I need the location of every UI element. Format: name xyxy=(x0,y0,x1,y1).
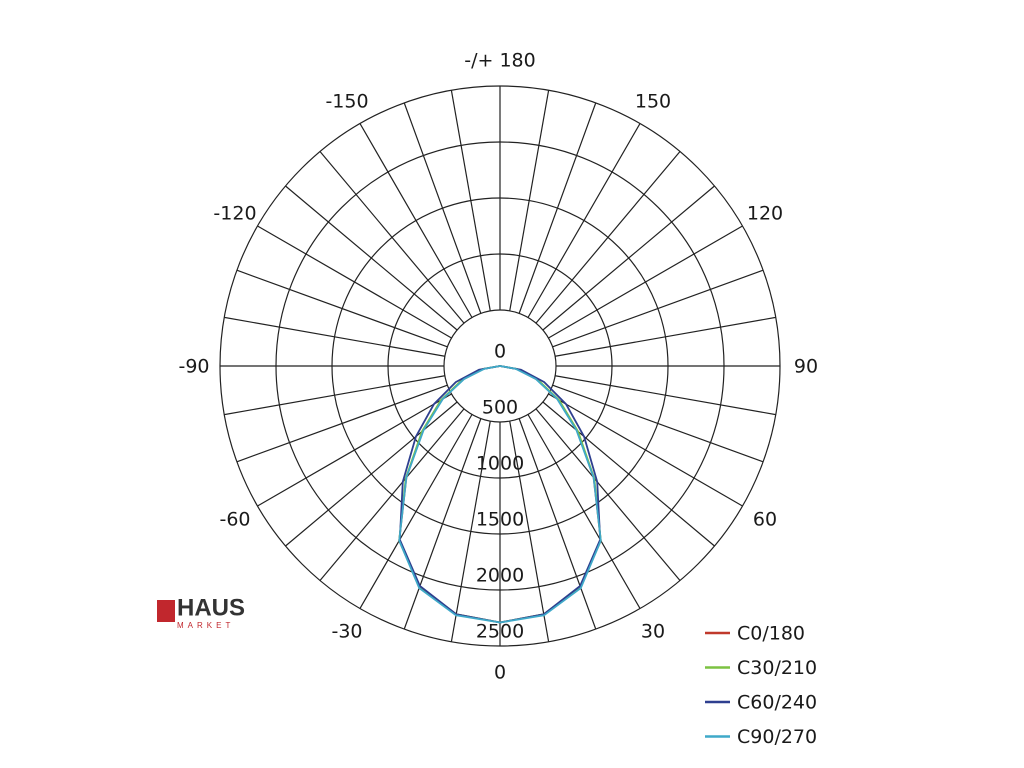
grid-spoke xyxy=(224,316,445,357)
r-tick-label: 0 xyxy=(494,341,506,363)
grid-spoke xyxy=(527,123,641,318)
grid-spoke xyxy=(285,185,458,331)
theta-tick-label: -90 xyxy=(178,356,209,378)
legend-label: C90/270 xyxy=(737,726,817,748)
grid-spoke xyxy=(518,102,597,314)
grid-spoke xyxy=(518,418,597,630)
grid-spoke xyxy=(535,408,681,581)
grid-spoke xyxy=(548,393,743,507)
grid-spoke xyxy=(555,316,776,357)
grid-spoke xyxy=(319,151,465,324)
theta-tick-label: -30 xyxy=(331,621,362,643)
grid-spoke xyxy=(552,384,764,463)
logo-text: HAUS xyxy=(177,594,245,621)
grid-spoke xyxy=(359,123,473,318)
grid-spoke xyxy=(509,421,550,642)
grid-spoke xyxy=(285,401,458,547)
theta-tick-label: 30 xyxy=(641,621,665,643)
grid-spoke xyxy=(257,393,452,507)
grid-spoke xyxy=(257,225,452,339)
theta-tick-label: -/+ 180 xyxy=(464,50,535,72)
grid-spoke xyxy=(542,185,715,331)
theta-tick-label: 90 xyxy=(794,356,818,378)
grid-spoke xyxy=(555,375,776,416)
grid-spoke xyxy=(403,102,482,314)
grid-spoke xyxy=(548,225,743,339)
grid-spoke xyxy=(319,408,465,581)
theta-tick-label: -150 xyxy=(325,90,368,112)
logo-icon xyxy=(157,600,175,622)
grid-spoke xyxy=(552,269,764,348)
grid-spoke xyxy=(450,90,491,311)
grid-spoke xyxy=(542,401,715,547)
grid-spoke xyxy=(236,269,448,348)
grid-spoke xyxy=(236,384,448,463)
grid-spoke xyxy=(403,418,482,630)
grid-spoke xyxy=(359,414,473,609)
legend-label: C60/240 xyxy=(737,692,817,714)
grid-spoke xyxy=(224,375,445,416)
theta-tick-label: -120 xyxy=(213,203,256,225)
logo-subtext: MARKET xyxy=(177,621,234,630)
theta-tick-label: 120 xyxy=(747,203,783,225)
legend-label: C30/210 xyxy=(737,657,817,679)
theta-tick-label: 150 xyxy=(635,90,671,112)
legend-label: C0/180 xyxy=(737,623,805,645)
grid-spoke xyxy=(535,151,681,324)
grid-spoke xyxy=(509,90,550,311)
logo: HAUS MARKET xyxy=(157,594,245,630)
r-tick-label: 500 xyxy=(482,397,518,419)
series-line xyxy=(398,365,602,624)
theta-tick-label: 60 xyxy=(753,509,777,531)
theta-tick-label: -60 xyxy=(219,509,250,531)
theta-tick-label: 0 xyxy=(494,662,506,684)
grid-spoke xyxy=(527,414,641,609)
grid-spoke xyxy=(450,421,491,642)
